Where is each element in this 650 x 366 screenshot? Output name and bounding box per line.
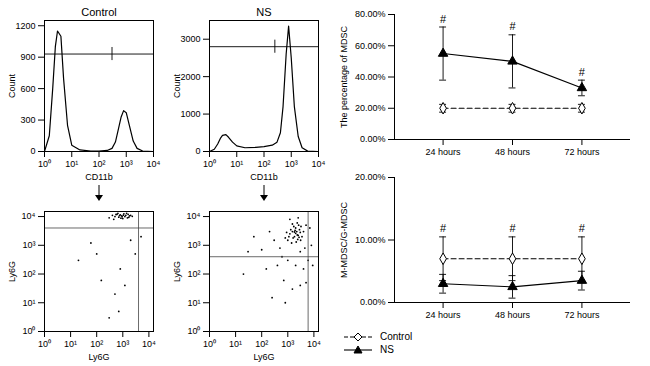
svg-text:10¹: 10¹ bbox=[229, 339, 242, 349]
svg-text:Ly6G: Ly6G bbox=[88, 352, 109, 362]
svg-text:Count: Count bbox=[172, 74, 182, 99]
svg-text:10¹: 10¹ bbox=[64, 339, 77, 349]
svg-text:10²: 10² bbox=[90, 339, 103, 349]
svg-text:0: 0 bbox=[195, 146, 200, 156]
svg-text:20.00%: 20.00% bbox=[355, 172, 386, 182]
svg-text:10⁴: 10⁴ bbox=[147, 159, 161, 169]
svg-text:10⁰: 10⁰ bbox=[203, 159, 216, 169]
svg-text:80.00%: 80.00% bbox=[355, 9, 386, 19]
svg-text:10³: 10³ bbox=[116, 339, 129, 349]
svg-text:0.00%: 0.00% bbox=[360, 134, 386, 144]
svg-text:10¹: 10¹ bbox=[65, 159, 78, 169]
svg-text:10²: 10² bbox=[92, 159, 105, 169]
svg-text:M-MDSC/G-MDSC: M-MDSC/G-MDSC bbox=[339, 202, 349, 278]
svg-text:CD11b: CD11b bbox=[250, 172, 277, 182]
svg-text:10⁰: 10⁰ bbox=[22, 326, 35, 336]
svg-text:60.00%: 60.00% bbox=[355, 41, 386, 51]
svg-text:#: # bbox=[509, 20, 516, 32]
svg-text:10²: 10² bbox=[187, 269, 200, 279]
svg-text:900: 900 bbox=[20, 52, 35, 62]
svg-text:CD11b: CD11b bbox=[85, 172, 112, 182]
svg-text:10¹: 10¹ bbox=[22, 298, 35, 308]
svg-text:10³: 10³ bbox=[22, 240, 35, 250]
svg-text:10⁴: 10⁴ bbox=[22, 211, 36, 221]
svg-text:3000: 3000 bbox=[180, 34, 200, 44]
svg-text:1000: 1000 bbox=[180, 109, 200, 119]
svg-text:Count: Count bbox=[7, 74, 17, 99]
svg-text:1200: 1200 bbox=[15, 21, 35, 31]
svg-text:10³: 10³ bbox=[120, 159, 133, 169]
svg-text:10⁴: 10⁴ bbox=[187, 211, 201, 221]
html-text:NS: NS bbox=[380, 344, 394, 355]
svg-text:10²: 10² bbox=[22, 269, 35, 279]
svg-text:10³: 10³ bbox=[281, 339, 294, 349]
svg-text:72 hours: 72 hours bbox=[564, 147, 600, 157]
svg-text:#: # bbox=[579, 66, 586, 78]
svg-text:10²: 10² bbox=[257, 159, 270, 169]
svg-text:300: 300 bbox=[20, 115, 35, 125]
svg-text:#: # bbox=[579, 222, 586, 234]
svg-text:0.00%: 0.00% bbox=[360, 297, 386, 307]
svg-text:600: 600 bbox=[20, 84, 35, 94]
svg-text:10⁰: 10⁰ bbox=[38, 159, 51, 169]
svg-text:#: # bbox=[440, 13, 447, 25]
svg-text:10²: 10² bbox=[255, 339, 268, 349]
svg-text:NS: NS bbox=[256, 6, 271, 18]
svg-text:24 hours: 24 hours bbox=[426, 310, 462, 320]
svg-text:24 hours: 24 hours bbox=[426, 147, 462, 157]
svg-text:Ly6G: Ly6G bbox=[7, 261, 17, 282]
svg-text:48 hours: 48 hours bbox=[495, 147, 531, 157]
svg-text:10⁰: 10⁰ bbox=[203, 339, 216, 349]
svg-text:Ly6G: Ly6G bbox=[172, 261, 182, 282]
svg-text:#: # bbox=[440, 222, 447, 234]
svg-text:10⁴: 10⁴ bbox=[142, 339, 156, 349]
html-text:Control: Control bbox=[380, 331, 413, 342]
svg-text:10⁰: 10⁰ bbox=[187, 326, 200, 336]
svg-text:The percentage of MDSC: The percentage of MDSC bbox=[339, 25, 349, 128]
svg-text:Control: Control bbox=[81, 6, 116, 18]
svg-text:10³: 10³ bbox=[187, 240, 200, 250]
svg-text:40.00%: 40.00% bbox=[355, 72, 386, 82]
svg-text:Ly6G: Ly6G bbox=[253, 352, 274, 362]
svg-text:10⁰: 10⁰ bbox=[38, 339, 51, 349]
svg-text:48 hours: 48 hours bbox=[495, 310, 531, 320]
svg-text:10⁴: 10⁴ bbox=[312, 159, 326, 169]
svg-text:2000: 2000 bbox=[180, 72, 200, 82]
svg-text:10.00%: 10.00% bbox=[355, 235, 386, 245]
svg-text:#: # bbox=[509, 222, 516, 234]
svg-text:10¹: 10¹ bbox=[187, 298, 200, 308]
svg-text:10⁴: 10⁴ bbox=[307, 339, 321, 349]
svg-text:0: 0 bbox=[30, 146, 35, 156]
svg-text:10¹: 10¹ bbox=[230, 159, 243, 169]
svg-text:72 hours: 72 hours bbox=[564, 310, 600, 320]
svg-text:10³: 10³ bbox=[285, 159, 298, 169]
svg-text:20.00%: 20.00% bbox=[355, 103, 386, 113]
